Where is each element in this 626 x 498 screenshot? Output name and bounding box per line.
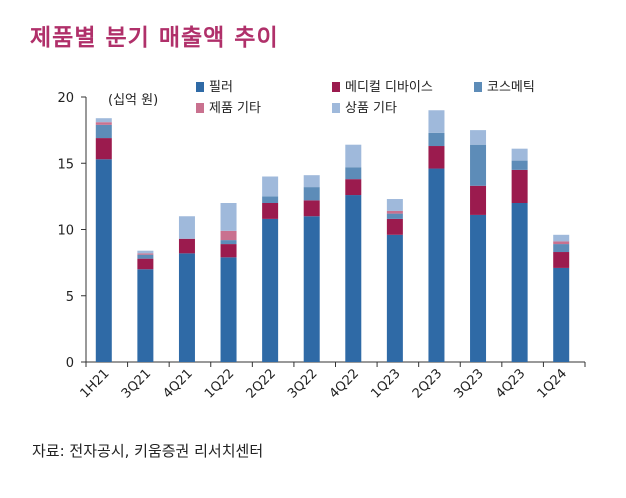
bar-segment — [511, 203, 528, 362]
bar-segment — [220, 203, 237, 231]
bar-segment — [386, 213, 403, 219]
bar-segment — [553, 267, 570, 362]
bar-segment — [95, 122, 112, 125]
legend-label: 상품 기타 — [345, 101, 397, 116]
legend-swatch — [196, 82, 204, 92]
bar-segment — [262, 203, 279, 219]
chart-title: 제품별 분기 매출액 추이 — [30, 25, 279, 51]
bar-segment — [178, 216, 195, 239]
legend-label: 코스메틱 — [487, 80, 535, 95]
x-tick-label: 3Q21 — [119, 366, 154, 401]
legend-label: 필러 — [209, 80, 233, 95]
bar-segment — [511, 169, 528, 203]
bar-segment — [428, 110, 445, 133]
y-tick-label: 15 — [57, 157, 74, 172]
legend-label: 메디컬 디바이스 — [345, 80, 433, 95]
bar-segment — [428, 146, 445, 169]
bar-segment — [386, 218, 403, 235]
bar-segment — [262, 176, 279, 197]
bar-segment — [137, 253, 154, 255]
bar-segment — [137, 250, 154, 254]
y-unit-label: (십억 원) — [108, 93, 158, 108]
x-tick-label: 3Q23 — [451, 366, 486, 401]
x-tick-label: 4Q23 — [493, 366, 528, 401]
bar-segment — [303, 175, 320, 188]
bar-segment — [345, 144, 362, 168]
bar-segment — [178, 238, 195, 254]
legend-swatch — [196, 103, 204, 113]
bar-segment — [137, 254, 154, 259]
bar-segment — [178, 253, 195, 362]
bar-segment — [95, 138, 112, 160]
y-tick-label: 20 — [57, 91, 74, 106]
bar-segment — [303, 187, 320, 201]
x-tick-label: 1Q22 — [202, 366, 237, 401]
bar-segment — [511, 148, 528, 161]
x-tick-label: 3Q22 — [285, 366, 320, 401]
bar-segment — [137, 258, 154, 270]
legend-swatch — [332, 103, 340, 113]
bar-segment — [95, 124, 112, 139]
bar-segment — [553, 234, 570, 242]
y-tick-label: 10 — [57, 224, 74, 239]
bar-segment — [470, 144, 487, 186]
bar-segment — [386, 199, 403, 211]
bar-segment — [95, 159, 112, 362]
y-tick-label: 0 — [66, 356, 74, 371]
bar-segment — [220, 240, 237, 245]
bar-segment — [345, 167, 362, 180]
x-tick-label: 1Q24 — [535, 366, 570, 401]
x-tick-label: 2Q23 — [410, 366, 445, 401]
bar-segment — [386, 210, 403, 214]
bar-segment — [470, 130, 487, 145]
bar-segment — [428, 168, 445, 362]
bar-segment — [303, 200, 320, 217]
bar-segment — [511, 160, 528, 170]
x-tick-label: 1Q23 — [368, 366, 403, 401]
bar-segment — [220, 244, 237, 258]
bar-segment — [553, 241, 570, 245]
x-tick-label: 2Q22 — [244, 366, 279, 401]
bar-segment — [95, 118, 112, 123]
bar-segment — [470, 214, 487, 362]
source-note: 자료: 전자공시, 키움증권 리서치센터 — [32, 442, 264, 460]
y-tick-label: 5 — [66, 290, 74, 305]
bar-segment — [470, 185, 487, 215]
bar-segment — [303, 216, 320, 362]
legend-swatch — [332, 82, 340, 92]
bar-segment — [345, 179, 362, 196]
bar-segment — [262, 196, 279, 203]
bar-segment — [262, 218, 279, 362]
bar-segment — [220, 257, 237, 362]
bar-segment — [553, 252, 570, 268]
bar-segment — [220, 230, 237, 241]
bar-segment — [428, 132, 445, 147]
bar-segment — [137, 269, 154, 362]
legend-label: 제품 기타 — [209, 101, 261, 116]
x-tick-label: 4Q22 — [327, 366, 362, 401]
bar-segment — [345, 195, 362, 362]
x-tick-label: 4Q21 — [160, 366, 195, 401]
bar-segment — [386, 234, 403, 362]
bar-segment — [553, 244, 570, 253]
x-tick-label: 1H21 — [78, 366, 113, 401]
legend-swatch — [474, 82, 482, 92]
